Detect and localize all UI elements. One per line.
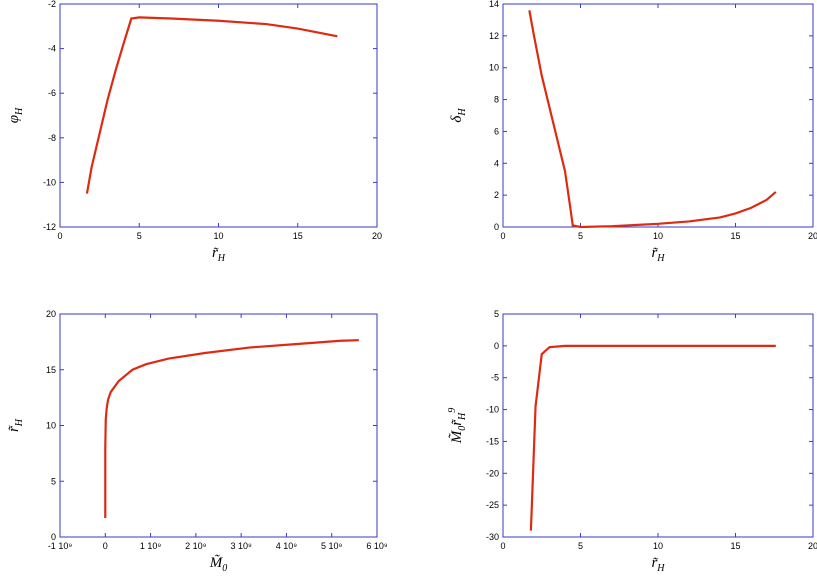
y-tick-label: 4: [494, 158, 499, 168]
y-axis-label: M̃0r̃H9: [447, 408, 468, 445]
x-tick-label: 1 10⁹: [140, 541, 162, 551]
y-tick-label: -25: [486, 500, 499, 510]
y-tick-label: 5: [51, 476, 56, 486]
x-tick-label: 5 10⁹: [321, 541, 343, 551]
label-part: r̃: [6, 425, 22, 432]
y-tick-label: 15: [46, 365, 56, 375]
x-axis-label: M̃0: [209, 555, 228, 574]
label-part: r̃: [651, 245, 658, 261]
x-tick-label: 15: [730, 541, 740, 551]
y-tick-label: 8: [494, 95, 499, 105]
y-axis-label: r̃H: [6, 418, 25, 432]
x-tick-label: 6 10⁹: [366, 541, 388, 551]
x-tick-label: 4 10⁹: [276, 541, 298, 551]
x-tick-label: 5: [578, 541, 583, 551]
label-part: 0: [457, 426, 468, 431]
label-part: 0: [222, 563, 227, 574]
label-part: H: [14, 107, 25, 116]
x-tick-label: -1 10⁹: [48, 541, 73, 551]
y-tick-label: 12: [489, 31, 499, 41]
label-part: H: [656, 563, 665, 574]
data-line: [529, 344, 776, 531]
x-tick-label: 5: [137, 231, 142, 241]
y-tick-label: 10: [489, 63, 499, 73]
y-tick-label: -2: [48, 0, 56, 9]
data-line: [85, 16, 338, 194]
y-tick-label: -5: [491, 373, 499, 383]
y-tick-label: 5: [494, 309, 499, 319]
x-tick-label: 20: [372, 231, 382, 241]
y-tick-label: -30: [486, 532, 499, 542]
x-tick-label: 15: [730, 231, 740, 241]
axes-frame: [59, 313, 378, 538]
y-tick-label: -10: [486, 405, 499, 415]
label-part: H: [656, 253, 665, 264]
y-tick-label: 14: [489, 0, 499, 9]
y-tick-label: 20: [46, 309, 56, 319]
label-part: r̃: [449, 419, 465, 426]
x-tick-label: 10: [653, 541, 663, 551]
x-axis-label: r̃H: [651, 555, 665, 574]
label-part: φ: [6, 115, 22, 123]
y-axis-label: δH: [449, 108, 468, 123]
label-part: r̃: [651, 555, 658, 571]
y-tick-label: -8: [48, 133, 56, 143]
x-tick-label: 0: [57, 231, 62, 241]
x-tick-label: 10: [653, 231, 663, 241]
label-part: M̃: [209, 555, 224, 571]
x-tick-label: 3 10⁹: [230, 541, 252, 551]
y-tick-label: 0: [51, 532, 56, 542]
data-line: [528, 10, 777, 229]
y-tick-label: 6: [494, 126, 499, 136]
y-tick-label: -6: [48, 88, 56, 98]
y-tick-label: -20: [486, 468, 499, 478]
x-tick-label: 2 10⁹: [185, 541, 207, 551]
y-axis-label: φH: [6, 107, 25, 123]
x-tick-label: 0: [500, 231, 505, 241]
label-part: H: [457, 412, 468, 421]
y-tick-label: 10: [46, 421, 56, 431]
label-part: H: [217, 253, 226, 264]
x-tick-label: 5: [578, 231, 583, 241]
x-tick-label: 0: [103, 541, 108, 551]
label-part: r̃: [212, 245, 219, 261]
data-line: [104, 339, 359, 519]
x-tick-label: 10: [213, 231, 223, 241]
y-tick-label: -15: [486, 436, 499, 446]
axes-frame: [59, 3, 378, 228]
y-tick-label: -4: [48, 44, 56, 54]
x-axis-label: r̃H: [212, 245, 226, 264]
y-tick-label: 0: [494, 341, 499, 351]
y-tick-label: -12: [43, 222, 56, 232]
y-tick-label: -10: [43, 177, 56, 187]
x-tick-label: 15: [293, 231, 303, 241]
label-part: 9: [447, 408, 458, 413]
label-part: δ: [449, 115, 465, 123]
x-tick-label: 0: [500, 541, 505, 551]
axes-frame: [502, 3, 814, 228]
label-part: H: [457, 108, 468, 117]
label-part: M̃: [449, 429, 465, 444]
y-tick-label: 2: [494, 190, 499, 200]
x-axis-label: r̃H: [651, 245, 665, 264]
y-tick-label: 0: [494, 222, 499, 232]
x-tick-label: 20: [808, 541, 817, 551]
label-part: H: [14, 418, 25, 427]
x-tick-label: 20: [808, 231, 817, 241]
